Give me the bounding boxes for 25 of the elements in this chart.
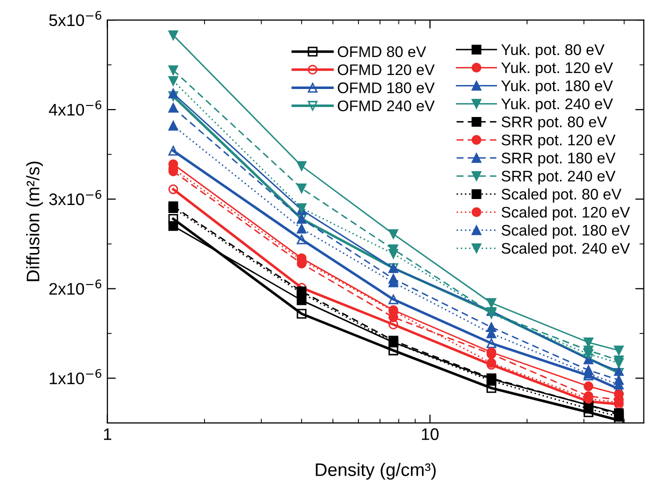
x-axis-title: Density (g/cm³) [316, 462, 436, 480]
y-tick-label: 3x10$^{−6}$ [49, 190, 102, 206]
legend-label: OFMD 120 eV [338, 64, 435, 76]
legend-label: Scaled pot. 180 eV [502, 224, 630, 239]
legend-label: Yuk. pot. 80 eV [501, 44, 604, 58]
y-tick-label: 2x10$^{−6}$ [49, 280, 102, 295]
y-tick-label: 1x10$^{−6}$ [50, 369, 102, 384]
legend-label: SRR pot. 240 eV [502, 170, 616, 185]
y-tick-label: 5x10$^{−6}$ [49, 10, 102, 26]
legend-label: SRR pot. 80 eV [502, 116, 608, 130]
legend-label: Scaled pot. 240 eV [502, 242, 630, 257]
x-tick-label: 1 [104, 428, 112, 440]
legend-label: Scaled pot. 80 eV [502, 188, 622, 203]
legend-label: Scaled pot. 120 eV [502, 206, 630, 221]
legend-label: OFMD 180 eV [338, 82, 435, 94]
legend-label: SRR pot. 120 eV [502, 134, 616, 148]
legend-label: Yuk. pot. 240 eV [501, 98, 613, 112]
legend-label: Yuk. pot. 120 eV [501, 62, 613, 76]
legend-label: OFMD 80 eV [338, 46, 426, 58]
legend-label: SRR pot. 180 eV [502, 152, 616, 166]
y-tick-label: 4x10$^{−6}$ [48, 100, 102, 116]
y-axis-title: Diffusion (m²/s) [26, 162, 43, 282]
legend-label: OFMD 240 eV [338, 100, 435, 112]
legend-label: Yuk. pot. 180 eV [501, 80, 613, 94]
x-tick-label: 10 [422, 428, 439, 440]
